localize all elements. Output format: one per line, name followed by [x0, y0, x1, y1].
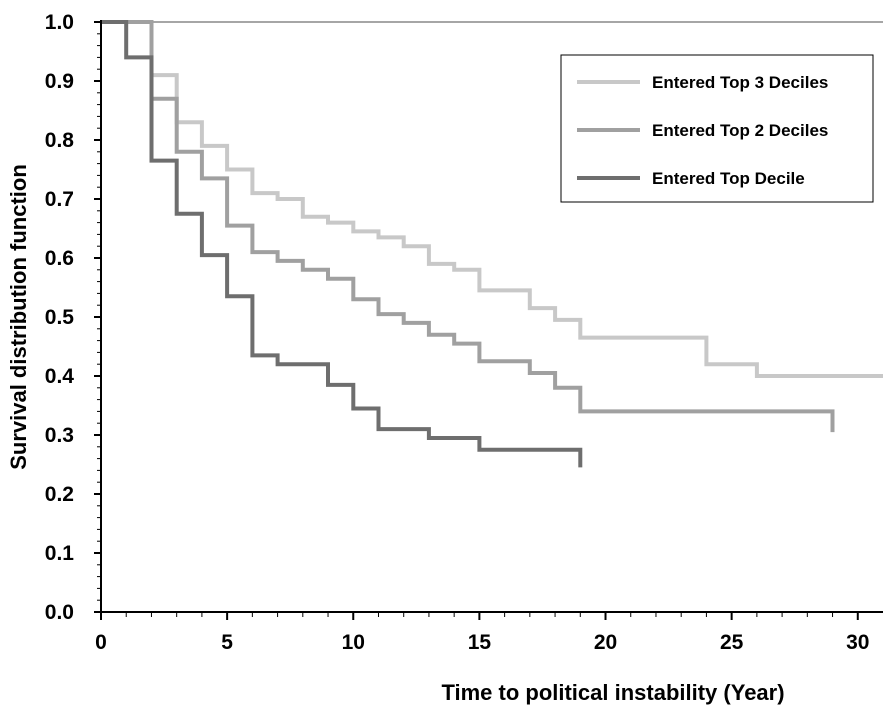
- series-layer: [101, 20, 883, 468]
- x-tick-label: 20: [594, 631, 617, 654]
- x-tick-label: 0: [95, 631, 107, 654]
- legend-label-2: Entered Top 2 Deciles: [652, 121, 828, 140]
- y-axis-title: Survival distribution function: [6, 164, 31, 470]
- y-tick-label: 1.0: [45, 11, 74, 34]
- x-ticks: 0 5 10 15 20 25 30: [95, 612, 869, 654]
- y-tick-label: 0.3: [45, 424, 74, 447]
- legend-label-1: Entered Top 3 Deciles: [652, 73, 828, 92]
- x-tick-label: 25: [720, 631, 744, 654]
- y-tick-label: 0.5: [45, 306, 75, 329]
- y-tick-label: 0.9: [45, 70, 74, 93]
- x-tick-label: 30: [846, 631, 869, 654]
- y-ticks: 0.0 0.1 0.2 0.3 0.4 0.5 0.6 0.7 0.8 0.9 1.0: [45, 11, 101, 624]
- series-line-1: [101, 20, 883, 378]
- series-line-2: [101, 20, 835, 433]
- x-axis-title: Time to political instability (Year): [441, 680, 784, 705]
- y-tick-label: 0.0: [45, 601, 74, 624]
- y-tick-label: 0.8: [45, 129, 75, 152]
- y-tick-label: 0.6: [45, 247, 74, 270]
- x-tick-label: 5: [221, 631, 233, 654]
- y-tick-label: 0.1: [45, 542, 75, 565]
- x-tick-label: 10: [342, 631, 365, 654]
- series-line-3: [101, 20, 583, 468]
- y-tick-label: 0.2: [45, 483, 74, 506]
- legend: Entered Top 3 Deciles Entered Top 2 Decil…: [560, 54, 874, 203]
- x-tick-label: 15: [468, 631, 492, 654]
- y-tick-label: 0.4: [45, 365, 75, 388]
- y-tick-label: 0.7: [45, 188, 74, 211]
- legend-label-3: Entered Top Decile: [652, 169, 805, 188]
